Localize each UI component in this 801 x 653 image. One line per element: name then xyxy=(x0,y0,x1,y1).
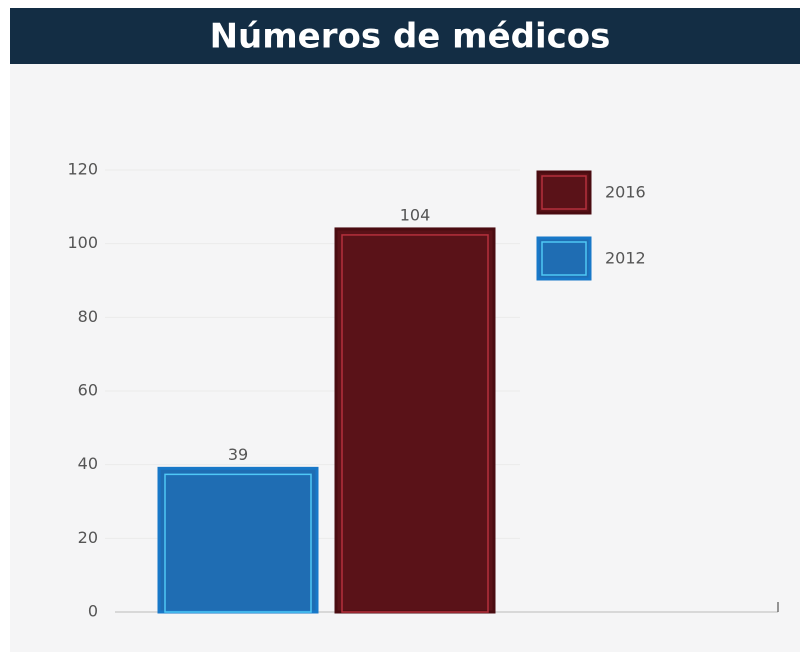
y-tick-label: 80 xyxy=(78,307,98,326)
data-label: 39 xyxy=(228,445,248,464)
legend-swatch xyxy=(536,170,592,215)
y-tick-label: 20 xyxy=(78,528,98,547)
y-tick-label: 120 xyxy=(67,160,98,179)
bar-inner-outline xyxy=(341,234,489,613)
y-tick-label: 0 xyxy=(88,602,98,621)
bar-inner-outline xyxy=(164,473,312,613)
y-tick-label: 40 xyxy=(78,454,98,473)
y-tick-label: 60 xyxy=(78,381,98,400)
chart-title: Números de médicos xyxy=(210,17,611,57)
legend-swatch-inner xyxy=(541,175,587,210)
data-label: 104 xyxy=(400,205,431,224)
bar xyxy=(157,466,319,614)
legend-label: 2016 xyxy=(605,183,646,202)
legend-swatch-inner xyxy=(541,241,587,276)
legend-swatch xyxy=(536,236,592,281)
bar xyxy=(334,227,496,614)
legend-label: 2012 xyxy=(605,249,646,268)
title-bar xyxy=(10,8,800,64)
y-tick-label: 100 xyxy=(67,233,98,252)
